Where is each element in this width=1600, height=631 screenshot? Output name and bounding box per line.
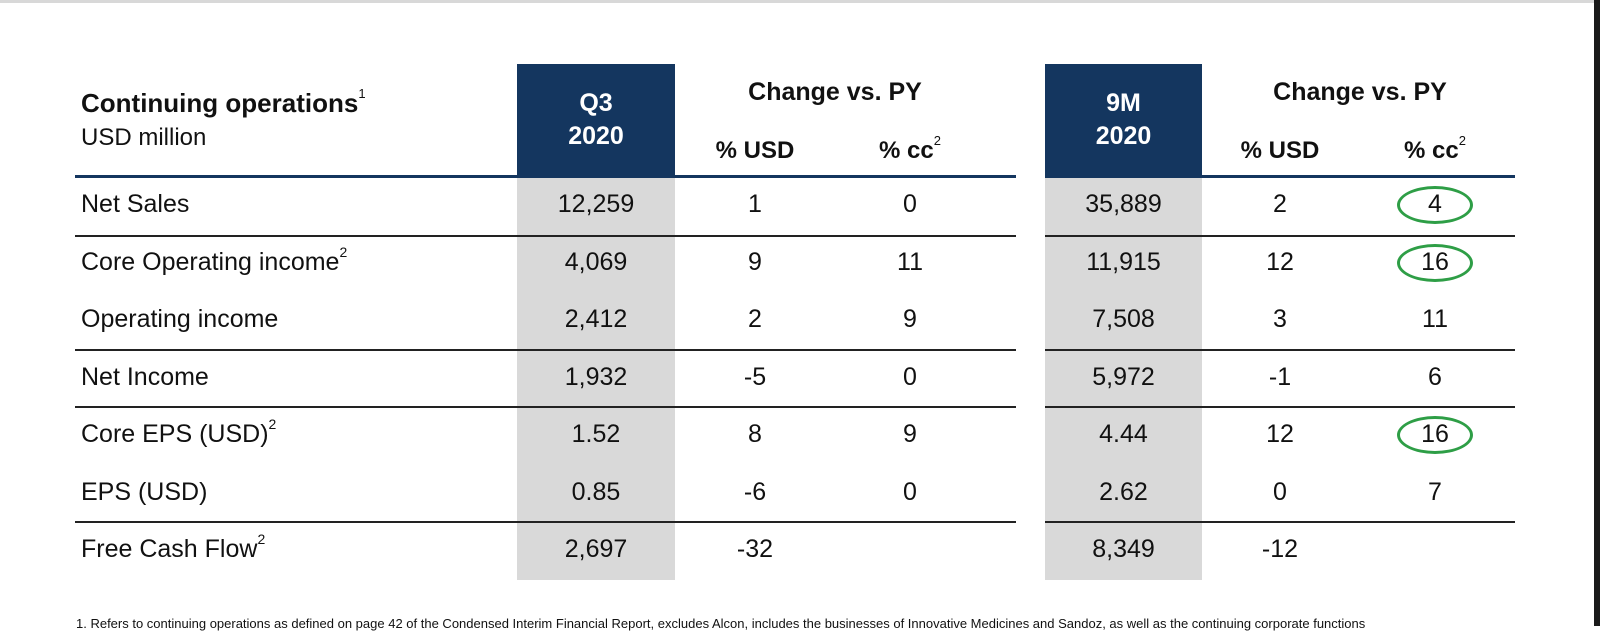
m9-cc-change-cell: 7 — [1428, 477, 1442, 506]
m9-usd-change-cell: -12 — [1261, 535, 1299, 563]
m9-change-header: Change vs. PY — [1273, 78, 1447, 106]
q3-cc-change-cell: 0 — [903, 362, 917, 391]
m9-value-cell: 2.62 — [1099, 477, 1148, 506]
q3-cc-change-cell: 9 — [903, 420, 917, 448]
row-divider — [1045, 406, 1515, 408]
m9-usd-subheader: % USD — [1240, 137, 1320, 164]
row-label: Free Cash Flow2 — [81, 531, 266, 563]
q3-value-cell: 12,259 — [557, 190, 635, 218]
q3-value-cell: 2,697 — [564, 535, 628, 563]
m9-value-cell: 11,915 — [1086, 247, 1161, 276]
q3-value-cell: 1.52 — [571, 420, 621, 448]
q3-usd-change-cell: -5 — [743, 362, 767, 391]
m9-value-cell: 8,349 — [1092, 535, 1155, 563]
row-divider — [1045, 349, 1515, 351]
m9-2020-header: 9M 2020 — [1045, 64, 1202, 175]
m9-value-cell: 35,889 — [1085, 190, 1162, 218]
q3-usd-change-cell: 8 — [748, 420, 762, 448]
m9-value-cell: 5,972 — [1092, 362, 1155, 391]
m9-value-cell: 4.44 — [1099, 420, 1148, 448]
row-divider — [75, 349, 1016, 351]
right-header-rule — [1045, 175, 1515, 178]
m9-cc-change-cell: 6 — [1428, 362, 1442, 391]
q3-value-cell: 2,412 — [564, 305, 628, 333]
highlight-circle — [1397, 186, 1473, 224]
m9-value-column — [1045, 176, 1202, 580]
q3-value-cell: 0.85 — [571, 477, 621, 506]
m9-cc-subheader: % cc2 — [1404, 133, 1466, 164]
m9-usd-change-cell: 0 — [1273, 477, 1287, 506]
row-label: Operating income — [81, 305, 279, 333]
unit-label: USD million — [81, 124, 207, 151]
row-divider — [75, 235, 1016, 237]
q3-cc-subheader: % cc2 — [879, 133, 941, 164]
q3-usd-subheader: % USD — [715, 137, 795, 164]
q3-value-cell: 4,069 — [564, 247, 628, 276]
row-label: Net Income — [81, 362, 209, 391]
highlight-circle — [1397, 243, 1473, 282]
q3-usd-change-cell: -6 — [743, 477, 767, 506]
q3-cc-change-cell: 0 — [903, 477, 917, 506]
table-title: Continuing operations1 — [81, 86, 366, 118]
m9-usd-change-cell: 2 — [1273, 190, 1287, 218]
highlight-circle — [1397, 416, 1473, 454]
q3-value-cell: 1,932 — [564, 362, 628, 391]
q3-cc-change-cell: 11 — [897, 247, 923, 276]
m9-usd-change-cell: -1 — [1268, 362, 1292, 391]
q3-value-column — [517, 176, 675, 580]
q3-usd-change-cell: 1 — [748, 190, 762, 218]
row-label: EPS (USD) — [81, 477, 208, 506]
q3-usd-change-cell: -32 — [736, 535, 774, 563]
footnote: 1. Refers to continuing operations as de… — [76, 616, 1366, 631]
row-divider — [75, 521, 1016, 523]
m9-cc-change-cell: 11 — [1422, 305, 1448, 333]
row-divider — [1045, 521, 1515, 523]
q3-cc-change-cell: 9 — [903, 305, 917, 333]
m9-usd-change-cell: 12 — [1266, 247, 1294, 276]
row-label: Core Operating income2 — [81, 243, 348, 276]
left-header-rule — [75, 175, 1016, 178]
row-label: Core EPS (USD)2 — [81, 416, 277, 448]
m9-usd-change-cell: 12 — [1266, 420, 1294, 448]
row-divider — [75, 406, 1016, 408]
m9-value-cell: 7,508 — [1092, 305, 1155, 333]
m9-usd-change-cell: 3 — [1273, 305, 1287, 333]
q3-usd-change-cell: 9 — [748, 247, 762, 276]
q3-change-header: Change vs. PY — [748, 78, 922, 106]
window-edge — [1594, 0, 1600, 626]
top-divider — [0, 0, 1600, 3]
row-label: Net Sales — [81, 190, 190, 218]
q3-2020-header: Q3 2020 — [517, 64, 675, 175]
row-divider — [1045, 235, 1515, 237]
q3-usd-change-cell: 2 — [748, 305, 762, 333]
q3-cc-change-cell: 0 — [903, 190, 917, 218]
